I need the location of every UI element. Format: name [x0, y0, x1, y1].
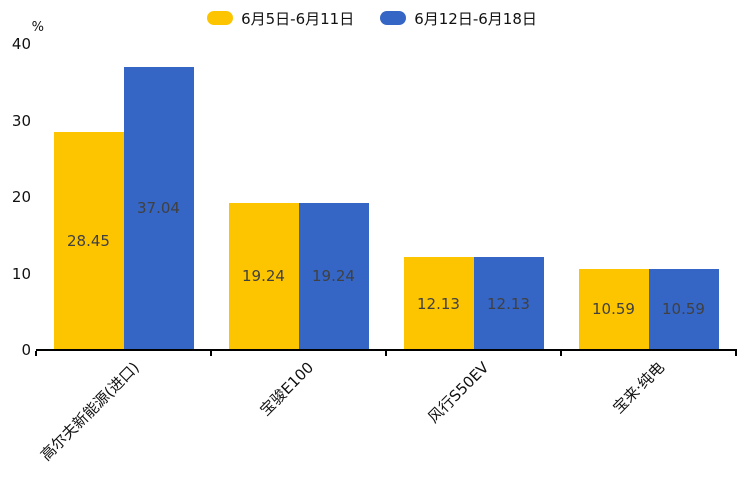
x-tick — [210, 351, 212, 356]
y-tick-label: 0 — [21, 341, 31, 359]
bar: 10.59 — [578, 268, 649, 350]
legend: 6月5日-6月11日 6月12日-6月18日 — [0, 6, 744, 30]
x-tick — [735, 351, 737, 356]
bar: 37.04 — [123, 66, 194, 350]
legend-item: 6月12日-6月18日 — [380, 8, 537, 29]
legend-label: 6月5日-6月11日 — [241, 9, 355, 28]
bar-value-label: 10.59 — [662, 300, 705, 319]
y-tick-label: 40 — [11, 35, 31, 53]
bar: 10.59 — [648, 268, 719, 350]
x-axis-line — [36, 349, 737, 351]
bar-value-label: 28.45 — [67, 232, 110, 251]
bar: 12.13 — [403, 257, 474, 350]
bar-value-label: 19.24 — [312, 267, 355, 286]
y-axis-unit-label: % — [31, 20, 44, 35]
bar: 19.24 — [298, 202, 369, 350]
x-tick — [385, 351, 387, 356]
bar-value-label: 37.04 — [137, 199, 180, 218]
x-tick — [560, 351, 562, 356]
bar: 12.13 — [473, 257, 544, 350]
y-tick-label: 10 — [11, 264, 31, 283]
legend-swatch — [380, 11, 407, 25]
y-tick-label: 20 — [11, 188, 31, 206]
bar-value-label: 10.59 — [592, 300, 635, 319]
x-tick — [35, 351, 37, 356]
y-tick-label: 30 — [11, 111, 31, 130]
legend-swatch — [207, 11, 234, 25]
x-category-label: 宝来·纯电 — [609, 358, 668, 417]
legend-item: 6月5日-6月11日 — [207, 8, 354, 29]
x-category-label: 高尔夫新能源(进口) — [36, 358, 143, 465]
bar-value-label: 12.13 — [487, 294, 530, 313]
bar: 19.24 — [228, 202, 299, 350]
bar: 28.45 — [53, 132, 124, 350]
bar-value-label: 19.24 — [242, 267, 285, 286]
legend-label: 6月12日-6月18日 — [414, 9, 537, 28]
x-category-label: 宝骏E100 — [256, 358, 318, 420]
bar-value-label: 12.13 — [417, 294, 460, 313]
x-category-label: 风行S50EV — [424, 358, 493, 427]
